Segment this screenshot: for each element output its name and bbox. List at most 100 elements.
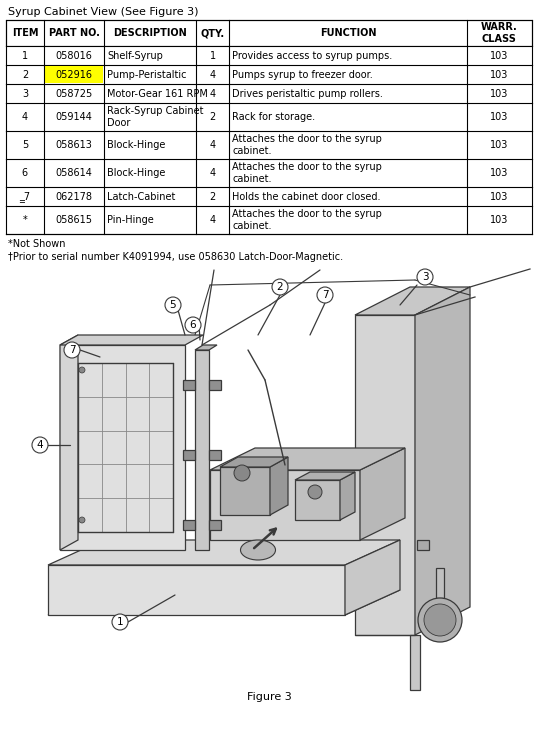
Text: Pump-Peristaltic: Pump-Peristaltic: [108, 70, 187, 79]
Text: Block-Hinge: Block-Hinge: [108, 168, 166, 178]
Text: 058016: 058016: [55, 51, 93, 60]
Text: PART NO.: PART NO.: [48, 28, 100, 38]
Text: 103: 103: [490, 112, 508, 122]
Polygon shape: [355, 315, 415, 635]
Text: Pumps syrup to freezer door.: Pumps syrup to freezer door.: [232, 70, 373, 79]
Text: Syrup Cabinet View (See Figure 3): Syrup Cabinet View (See Figure 3): [8, 7, 199, 17]
Text: Provides access to syrup pumps.: Provides access to syrup pumps.: [232, 51, 392, 60]
Text: 058613: 058613: [55, 140, 93, 150]
Text: 4: 4: [210, 70, 216, 79]
Text: Figure 3: Figure 3: [246, 692, 292, 702]
Text: 059144: 059144: [55, 112, 93, 122]
Polygon shape: [360, 448, 405, 540]
Circle shape: [32, 437, 48, 453]
Circle shape: [79, 517, 85, 523]
Circle shape: [418, 598, 462, 642]
Text: 103: 103: [490, 140, 508, 150]
Text: Holds the cabinet door closed.: Holds the cabinet door closed.: [232, 192, 380, 201]
Polygon shape: [436, 568, 444, 598]
Text: †Prior to serial number K4091994, use 058630 Latch-Door-Magnetic.: †Prior to serial number K4091994, use 05…: [8, 252, 343, 262]
Text: 2: 2: [210, 112, 216, 122]
Text: 103: 103: [490, 168, 508, 178]
Text: 1: 1: [117, 617, 123, 627]
Text: 2: 2: [22, 70, 28, 79]
Polygon shape: [220, 467, 270, 515]
Text: Attaches the door to the syrup
cabinet.: Attaches the door to the syrup cabinet.: [232, 209, 382, 231]
Text: DESCRIPTION: DESCRIPTION: [114, 28, 187, 38]
Text: Drives peristaltic pump rollers.: Drives peristaltic pump rollers.: [232, 88, 383, 98]
Text: *Not Shown: *Not Shown: [8, 239, 66, 249]
Circle shape: [317, 287, 333, 303]
Bar: [6, 84, 532, 103]
Text: 1: 1: [22, 51, 28, 60]
Text: 103: 103: [490, 88, 508, 98]
Text: 2: 2: [210, 192, 216, 201]
Text: Block-Hinge: Block-Hinge: [108, 140, 166, 150]
Text: 6: 6: [190, 320, 196, 330]
Text: 4: 4: [210, 140, 216, 150]
Bar: [6, 103, 532, 131]
Text: ITEM: ITEM: [12, 28, 38, 38]
Polygon shape: [415, 287, 470, 635]
Circle shape: [165, 297, 181, 313]
Text: 4: 4: [210, 215, 216, 225]
Text: 6: 6: [22, 168, 28, 178]
Text: 058615: 058615: [55, 215, 93, 225]
Polygon shape: [183, 520, 195, 530]
Text: 5: 5: [22, 140, 28, 150]
Bar: [6, 187, 532, 206]
Polygon shape: [209, 450, 221, 460]
Text: Pin-Hinge: Pin-Hinge: [108, 215, 154, 225]
Text: 7: 7: [69, 345, 75, 355]
Polygon shape: [48, 540, 400, 565]
Text: 4: 4: [210, 88, 216, 98]
Text: Attaches the door to the syrup
cabinet.: Attaches the door to the syrup cabinet.: [232, 162, 382, 184]
Text: 4: 4: [210, 168, 216, 178]
Text: 5: 5: [169, 300, 176, 310]
Polygon shape: [417, 540, 429, 550]
Polygon shape: [60, 335, 203, 345]
Bar: [6, 159, 532, 187]
Text: 7: 7: [322, 290, 328, 300]
Polygon shape: [295, 472, 355, 480]
Polygon shape: [183, 450, 195, 460]
Text: 3: 3: [422, 272, 428, 282]
Circle shape: [79, 367, 85, 373]
Circle shape: [64, 342, 80, 358]
Ellipse shape: [240, 540, 275, 560]
Circle shape: [424, 604, 456, 636]
Bar: [6, 206, 532, 234]
Circle shape: [417, 269, 433, 285]
Text: Rack for storage.: Rack for storage.: [232, 112, 315, 122]
Bar: [45, 66, 103, 83]
Text: 4: 4: [22, 112, 28, 122]
Polygon shape: [355, 287, 470, 315]
Text: 058614: 058614: [55, 168, 93, 178]
Text: 2: 2: [277, 282, 284, 292]
Text: 4: 4: [37, 440, 44, 450]
Text: *: *: [23, 215, 27, 225]
Polygon shape: [340, 472, 355, 520]
Text: 058725: 058725: [55, 88, 93, 98]
Bar: [6, 20, 532, 46]
Text: Motor-Gear 161 RPM: Motor-Gear 161 RPM: [108, 88, 208, 98]
Circle shape: [308, 485, 322, 499]
Polygon shape: [210, 470, 360, 540]
Text: 1: 1: [210, 51, 216, 60]
Text: WARR.
CLASS: WARR. CLASS: [481, 22, 518, 44]
Text: QTY.: QTY.: [201, 28, 225, 38]
Text: 103: 103: [490, 70, 508, 79]
Text: 3: 3: [22, 88, 28, 98]
Text: Latch-Cabinet: Latch-Cabinet: [108, 192, 176, 201]
Polygon shape: [345, 540, 400, 615]
Circle shape: [234, 465, 250, 481]
Polygon shape: [60, 335, 78, 550]
Text: 103: 103: [490, 192, 508, 201]
Polygon shape: [183, 380, 195, 390]
Text: FUNCTION: FUNCTION: [320, 28, 376, 38]
Polygon shape: [48, 565, 345, 615]
Polygon shape: [410, 635, 420, 690]
Text: 062178: 062178: [55, 192, 93, 201]
Polygon shape: [270, 457, 288, 515]
Polygon shape: [195, 350, 209, 550]
